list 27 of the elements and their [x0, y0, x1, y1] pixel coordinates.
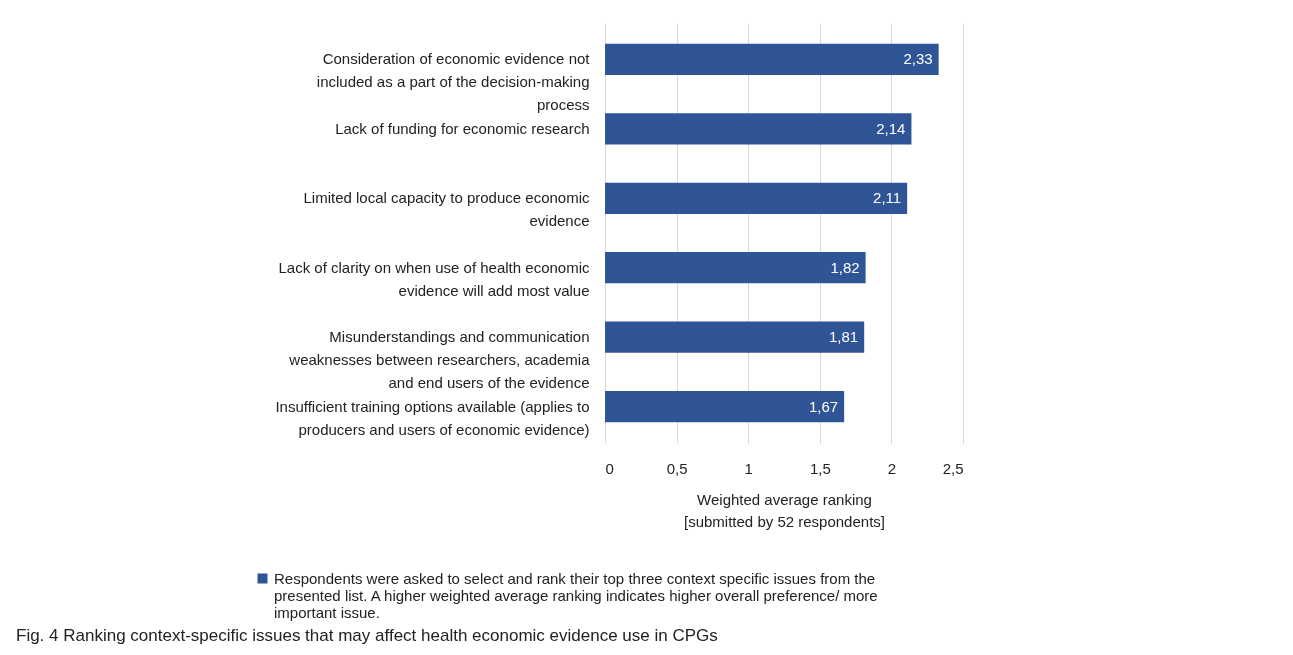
bar: [605, 43, 939, 76]
x-axis-title: Weighted average ranking [submitted by 52 respondents]: [684, 490, 885, 530]
data-label: 2,11: [873, 189, 902, 207]
bar: [605, 390, 845, 423]
x-tick-label: 0: [605, 459, 614, 477]
caption: Fig. 4 Ranking context-specific issues that may affect health economic evidence use in CPGs: [16, 626, 718, 646]
data-label: 1,81: [828, 328, 859, 346]
y-tick-label: Lack of clarity on when use of health economic evidence will add most value: [278, 258, 590, 299]
data-label: 2,14: [876, 119, 906, 137]
data-label: 2,33: [903, 50, 933, 68]
x-tick-label: 1,5: [809, 459, 831, 477]
y-tick-label: Lack of funding for economic research: [335, 119, 590, 137]
x-tick-label: 0,5: [666, 459, 688, 477]
y-tick-label: Limited local capacity to produce economic evidence: [303, 189, 590, 230]
y-tick-label: Consideration of economic evidence not included as a part of the decision-making process: [316, 50, 591, 114]
legend-label: Respondents were asked to select and rank their top three context specific issues from the presented list. A higher weighted average ranking indicates higher overall preference/ more important issue.: [274, 569, 878, 621]
bar: [605, 252, 866, 284]
bar: [605, 182, 908, 214]
bar: [605, 321, 865, 353]
x-tick-label: 2,5: [942, 459, 964, 477]
y-tick-label: Insufficient training options available (applies to producers and users of economic evidence): [275, 397, 590, 438]
data-label: 1,82: [830, 258, 860, 276]
y-tick-label: Misunderstandings and communication weaknesses between researchers, academia and end users of the evidence: [288, 328, 591, 392]
x-tick-label: 1: [744, 459, 753, 477]
bar: [605, 113, 912, 145]
x-tick-label: 2: [887, 459, 897, 477]
data-label: 1,67: [808, 397, 839, 415]
